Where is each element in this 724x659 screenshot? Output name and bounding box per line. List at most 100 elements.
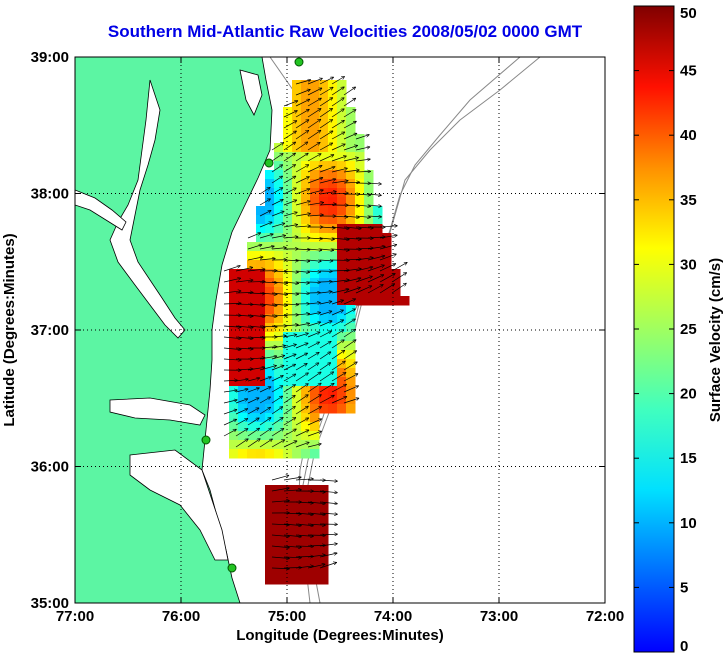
velocity-vector [307,352,319,360]
velocity-vector [367,265,385,272]
velocity-cell [283,503,293,513]
velocity-cell [310,521,320,531]
velocity-cell [247,377,257,387]
velocity-vector [235,280,253,283]
velocity-cell [265,260,275,270]
velocity-cell [346,269,356,279]
velocity-vector [283,335,297,338]
velocity-cell [256,287,266,297]
velocity-vector [295,89,311,96]
velocity-vector [271,386,283,393]
velocity-cell [319,296,329,306]
velocity-vector [307,372,321,382]
velocity-vector [283,142,296,151]
velocity-cell [274,494,284,504]
velocity-vector [343,362,357,371]
potomac-river [75,189,127,231]
velocity-cell [283,170,293,180]
velocity-cell [283,161,293,171]
velocity-cell [283,521,293,531]
velocity-vector [319,513,338,514]
velocity-vector [331,193,349,194]
velocity-cell [301,530,311,540]
velocity-cell [301,521,311,531]
velocity-cell [355,251,365,261]
velocity-vector [271,375,284,382]
velocity-vector [295,502,314,503]
velocity-cell [355,278,365,288]
velocity-vector [283,534,302,537]
velocity-vector [343,340,356,349]
velocity-cell [346,233,356,243]
velocity-cell [283,512,293,522]
velocity-cell [328,377,338,387]
velocity-cell [229,377,239,387]
velocity-vector [283,354,296,360]
velocity-cell [292,359,302,369]
velocity-cell [274,557,284,567]
velocity-vector [319,143,333,151]
velocity-cell [355,197,365,207]
velocity-cell [274,575,284,585]
velocity-vector [283,164,296,173]
velocity-cell [274,539,284,549]
velocity-cell [382,287,392,297]
velocity-cell [283,287,293,297]
colorbar-tick-label: 35 [680,192,697,209]
velocity-cell [292,449,302,459]
velocity-vector [331,383,347,393]
velocity-vector [343,205,360,206]
velocity-cell [292,215,302,225]
velocity-cell [319,242,329,252]
velocity-vector [247,315,265,317]
velocity-vector [295,323,310,327]
velocity-cell [247,350,257,360]
velocity-cell [310,539,320,549]
velocity-vector [283,395,296,404]
velocity-vector [307,431,322,437]
velocity-cell [310,368,320,378]
velocity-cell [265,512,275,522]
velocity-cell [265,179,275,189]
velocity-vector [271,211,284,217]
velocity-vector [295,314,310,315]
velocity-cell [301,314,311,324]
velocity-vector [343,158,359,162]
velocity-cell [337,287,347,297]
velocity-cell [238,350,248,360]
velocity-cell [292,521,302,531]
velocity-vector [295,373,309,382]
velocity-cell [292,440,302,450]
velocity-vector [259,387,271,393]
velocity-cell [292,287,302,297]
velocity-vector [259,397,271,404]
velocity-cell [274,404,284,414]
velocity-cell [310,323,320,333]
velocity-cell [382,242,392,252]
velocity-vector [319,292,332,293]
velocity-vector [367,284,383,294]
velocity-cell [364,251,374,261]
velocity-cell [310,206,320,216]
velocity-cell [247,359,257,369]
velocity-vector [331,361,346,371]
velocity-cell [337,314,347,324]
velocity-vector [331,87,344,96]
velocity-cell [301,152,311,162]
velocity-cell [319,179,329,189]
velocity-vector [319,553,337,558]
velocity-cell [265,233,275,243]
velocity-cell [337,278,347,288]
velocity-vector [355,205,371,206]
velocity-cell [283,179,293,189]
velocity-cell [301,260,311,270]
velocity-vector [283,441,297,448]
velocity-vector [379,273,395,283]
velocity-cell [382,296,392,306]
velocity-cell [274,179,284,189]
velocity-cell [301,404,311,414]
velocity-vector [355,286,372,294]
velocity-cell [355,287,365,297]
velocity-cell [238,368,248,378]
